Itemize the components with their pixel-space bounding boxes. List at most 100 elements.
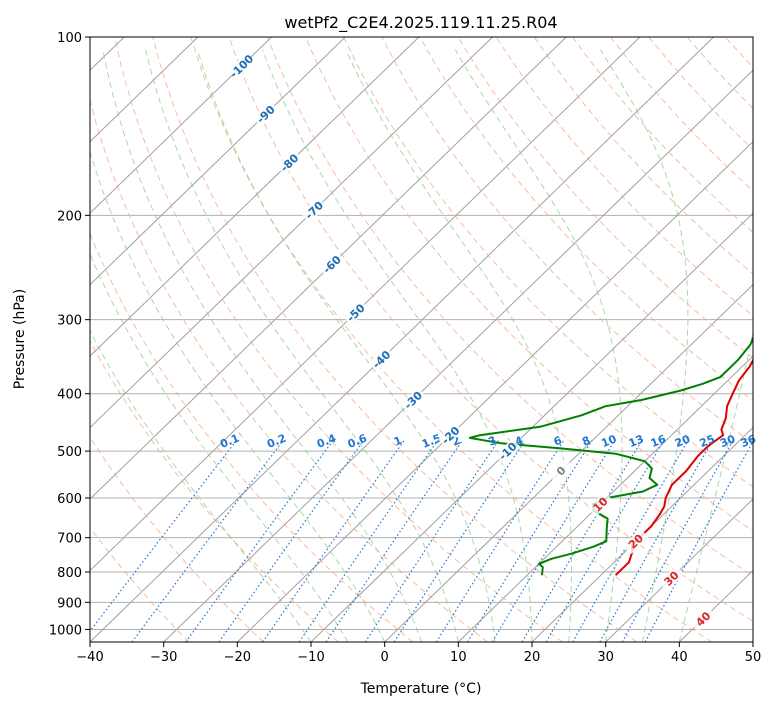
y-tick-label: 1000 xyxy=(49,623,82,638)
mixing-ratio-label: 25 xyxy=(698,432,717,450)
isotherm-line xyxy=(457,355,753,642)
x-tick-label: 10 xyxy=(450,650,467,665)
plot-area xyxy=(90,37,753,642)
isotherm-line xyxy=(90,37,493,429)
dry-adiabat-line xyxy=(304,37,753,532)
moist-adiabat-line xyxy=(102,49,422,642)
mixing-ratio-label: 8 xyxy=(580,434,592,449)
isotherm-label-bg xyxy=(494,438,521,464)
isotherm-label-bg xyxy=(301,197,327,223)
chart-title: wetPf2_C2E4.2025.119.11.25.R04 xyxy=(284,13,557,33)
isotherm-line xyxy=(90,37,714,642)
mixing-ratio-line xyxy=(599,440,714,642)
isotherm-label-bg xyxy=(319,251,345,278)
moist-adiabat-line xyxy=(345,49,572,642)
y-tick-label: 400 xyxy=(57,388,82,403)
mixing-ratio-line xyxy=(364,440,499,642)
x-tick-label: 30 xyxy=(597,650,614,665)
dry-adiabat-line xyxy=(90,436,264,642)
x-tick-label: 40 xyxy=(671,650,688,665)
isotherm-label-bg xyxy=(587,491,613,518)
mixing-ratio-label: 10 xyxy=(599,432,618,450)
isotherm-label-bg xyxy=(622,528,649,554)
y-tick-label: 200 xyxy=(57,209,82,224)
moist-adiabat-line xyxy=(90,252,349,642)
dry-adiabat-line xyxy=(90,339,339,642)
isotherm-line xyxy=(90,37,199,143)
isotherm-line xyxy=(90,37,272,214)
moist-adiabat-line xyxy=(90,329,312,642)
dry-adiabat-line xyxy=(495,37,753,317)
sounding-series xyxy=(468,335,753,576)
isotherm-label-bg xyxy=(342,300,369,326)
x-tick-label: −10 xyxy=(297,650,324,665)
axis-ticks: −40 −30 −20 −10 0 10 20 30 40 50 100 200 300 400 500 60… xyxy=(49,31,761,665)
isotherm-line xyxy=(90,37,420,357)
isotherm-label-bg xyxy=(228,53,255,79)
dry-adiabat-line xyxy=(152,37,638,642)
isotherm-label-bg xyxy=(400,387,426,413)
mixing-ratio-line xyxy=(262,440,405,642)
x-tick-label: 0 xyxy=(381,650,389,665)
y-tick-label: 500 xyxy=(57,445,82,460)
moist-adiabat-line xyxy=(454,49,623,642)
mixing-ratio-line xyxy=(325,440,463,642)
temperature-profile-line xyxy=(614,358,753,576)
y-tick-label: 800 xyxy=(57,566,82,581)
x-tick-label: −20 xyxy=(224,650,251,665)
mixing-ratio-label: 16 xyxy=(649,432,668,450)
x-tick-label: 50 xyxy=(745,650,762,665)
plot-frame xyxy=(89,36,754,643)
mixing-ratio-line xyxy=(435,440,565,642)
mixing-ratio-line xyxy=(185,440,334,642)
y-tick-label: 900 xyxy=(57,596,82,611)
y-tick-label: 100 xyxy=(57,31,82,46)
mixing-ratio-line xyxy=(466,440,593,642)
mixing-ratio-line xyxy=(491,440,616,642)
mixing-ratio-line xyxy=(298,440,439,642)
mixing-ratio-label: 20 xyxy=(673,432,692,450)
dry-adiabat-line xyxy=(90,98,488,642)
mixing-ratio-line xyxy=(572,440,689,642)
isotherm-label-bg xyxy=(690,606,716,632)
moist-adiabat-line xyxy=(599,49,689,642)
moist-adiabat-line xyxy=(196,49,496,642)
isotherm-line xyxy=(605,498,753,642)
isotherm-label-bg xyxy=(368,346,395,372)
mixing-ratio-line xyxy=(521,440,643,642)
moist-adiabat-line xyxy=(90,150,386,642)
dry-adiabat-line xyxy=(228,37,753,622)
x-axis-title: Temperature (°C) xyxy=(360,681,482,697)
isotherm-line xyxy=(90,37,346,286)
isotherm-line xyxy=(236,141,753,642)
isotherm-line xyxy=(90,37,567,500)
mixing-ratio-line xyxy=(621,440,734,642)
dewpoint-profile-line xyxy=(468,335,753,576)
y-tick-label: 300 xyxy=(57,314,82,329)
dry-adiabat-line xyxy=(90,232,414,642)
dry-adiabat-line xyxy=(114,37,563,642)
isotherm-label-bg xyxy=(548,458,574,484)
isotherm-line xyxy=(163,69,753,642)
y-axis-title: Pressure (hPa) xyxy=(12,289,28,389)
dry-adiabat-line xyxy=(190,37,712,642)
y-tick-label: 600 xyxy=(57,492,82,507)
isotherm-label-bg xyxy=(437,422,464,448)
moist-adiabat-line xyxy=(145,49,459,642)
isotherm-label-bg xyxy=(658,565,685,592)
moist-adiabat-line xyxy=(261,49,533,642)
x-tick-label: −40 xyxy=(76,650,103,665)
mixing-ratio-line xyxy=(545,440,665,642)
mixing-ratio-label: 2 xyxy=(450,434,462,449)
mixing-ratio-label: 13 xyxy=(627,432,646,450)
moist-adiabat-line xyxy=(678,329,753,642)
isotherm-line xyxy=(90,37,641,572)
mixing-ratio-label: 30 xyxy=(718,432,737,450)
x-tick-label: −30 xyxy=(150,650,177,665)
isotherm-label-bg xyxy=(252,101,279,127)
x-tick-label: 20 xyxy=(524,650,541,665)
mixing-ratio-label: 3 xyxy=(486,434,498,449)
background-lines xyxy=(90,37,753,642)
dry-adiabat-line xyxy=(266,37,753,577)
